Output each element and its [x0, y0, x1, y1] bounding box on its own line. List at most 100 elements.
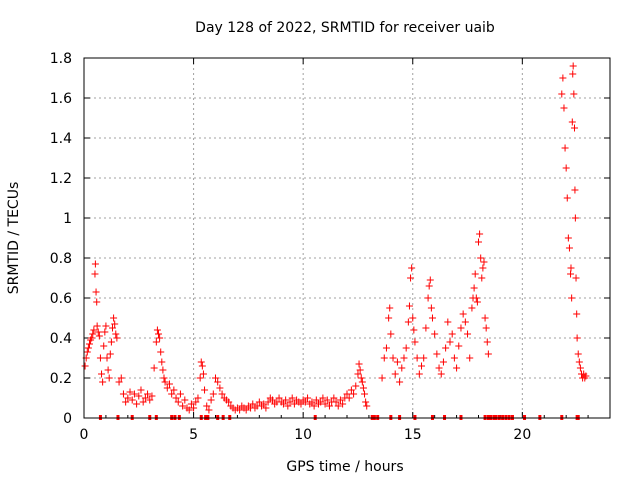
data-point — [400, 354, 408, 362]
y-tick-label: 0.4 — [50, 331, 72, 347]
data-point — [279, 400, 287, 408]
data-point — [380, 354, 388, 362]
data-point — [268, 396, 276, 404]
data-point — [81, 362, 89, 370]
data-point — [461, 318, 469, 326]
data-point — [354, 370, 362, 378]
data-point — [453, 364, 461, 372]
data-point — [288, 394, 296, 402]
data-point — [568, 294, 576, 302]
x-tick-label: 15 — [404, 427, 422, 443]
data-point — [172, 394, 180, 402]
grid-lines — [84, 58, 610, 418]
data-point — [483, 338, 491, 346]
data-point — [146, 396, 154, 404]
data-point — [111, 320, 119, 328]
x-tick-label: 10 — [294, 427, 312, 443]
data-point — [427, 304, 435, 312]
data-point — [396, 378, 404, 386]
data-point — [107, 338, 115, 346]
data-point — [108, 324, 116, 332]
data-point — [91, 270, 99, 278]
data-point — [407, 274, 415, 282]
data-point — [187, 400, 195, 408]
y-tick-label: 1.4 — [50, 131, 72, 147]
data-point — [216, 384, 224, 392]
data-point — [93, 298, 101, 306]
y-tick-label: 1 — [63, 211, 72, 227]
data-point — [464, 330, 472, 338]
data-point — [199, 370, 207, 378]
data-point — [321, 400, 329, 408]
data-point — [332, 398, 340, 406]
x-tick-label: 0 — [80, 427, 89, 443]
data-point — [410, 326, 418, 334]
data-point — [573, 310, 581, 318]
data-point — [560, 104, 568, 112]
data-point — [470, 284, 478, 292]
data-point — [124, 394, 132, 402]
data-point — [92, 288, 100, 296]
data-point — [99, 378, 107, 386]
data-point — [117, 374, 125, 382]
data-point — [255, 398, 263, 406]
data-point — [561, 144, 569, 152]
data-point — [444, 318, 452, 326]
x-tick-label: 5 — [189, 427, 198, 443]
data-point — [355, 360, 363, 368]
data-point — [96, 354, 104, 362]
data-point — [308, 398, 316, 406]
data-point — [198, 362, 206, 370]
y-tick-label: 1.6 — [50, 91, 72, 107]
plot-frame — [83, 57, 611, 419]
data-point — [386, 304, 394, 312]
data-point — [455, 342, 463, 350]
data-point — [387, 330, 395, 338]
data-point — [418, 362, 426, 370]
data-point — [236, 406, 244, 414]
data-point — [435, 364, 443, 372]
y-tick-label: 0 — [63, 411, 72, 427]
data-point — [141, 394, 149, 402]
data-point — [352, 382, 360, 390]
data-point — [431, 330, 439, 338]
data-points — [81, 62, 590, 420]
data-point — [426, 276, 434, 284]
data-point — [564, 234, 572, 242]
data-point — [144, 390, 152, 398]
data-point — [339, 400, 347, 408]
data-point — [284, 402, 292, 410]
data-point — [94, 328, 102, 336]
data-point — [168, 390, 176, 398]
data-point — [330, 394, 338, 402]
data-point — [152, 338, 160, 346]
data-point — [568, 118, 576, 126]
data-point — [420, 354, 428, 362]
data-point — [242, 406, 250, 414]
data-point — [214, 378, 222, 386]
data-point — [297, 400, 305, 408]
data-point — [85, 340, 93, 348]
data-point — [466, 354, 474, 362]
data-point — [158, 358, 166, 366]
data-point — [576, 364, 584, 372]
data-point — [572, 274, 580, 282]
data-point — [148, 392, 156, 400]
data-point — [122, 398, 130, 406]
y-tick-label: 0.6 — [50, 291, 72, 307]
data-point — [153, 326, 161, 334]
data-point — [571, 214, 579, 222]
data-point — [473, 298, 481, 306]
data-point — [290, 400, 298, 408]
data-point — [362, 398, 370, 406]
data-point — [83, 348, 91, 356]
data-point — [128, 396, 136, 404]
data-point — [428, 314, 436, 322]
data-point — [130, 390, 138, 398]
data-point — [110, 314, 118, 322]
data-point — [170, 386, 178, 394]
data-point — [413, 354, 421, 362]
data-point — [203, 402, 211, 410]
data-point — [317, 398, 325, 406]
